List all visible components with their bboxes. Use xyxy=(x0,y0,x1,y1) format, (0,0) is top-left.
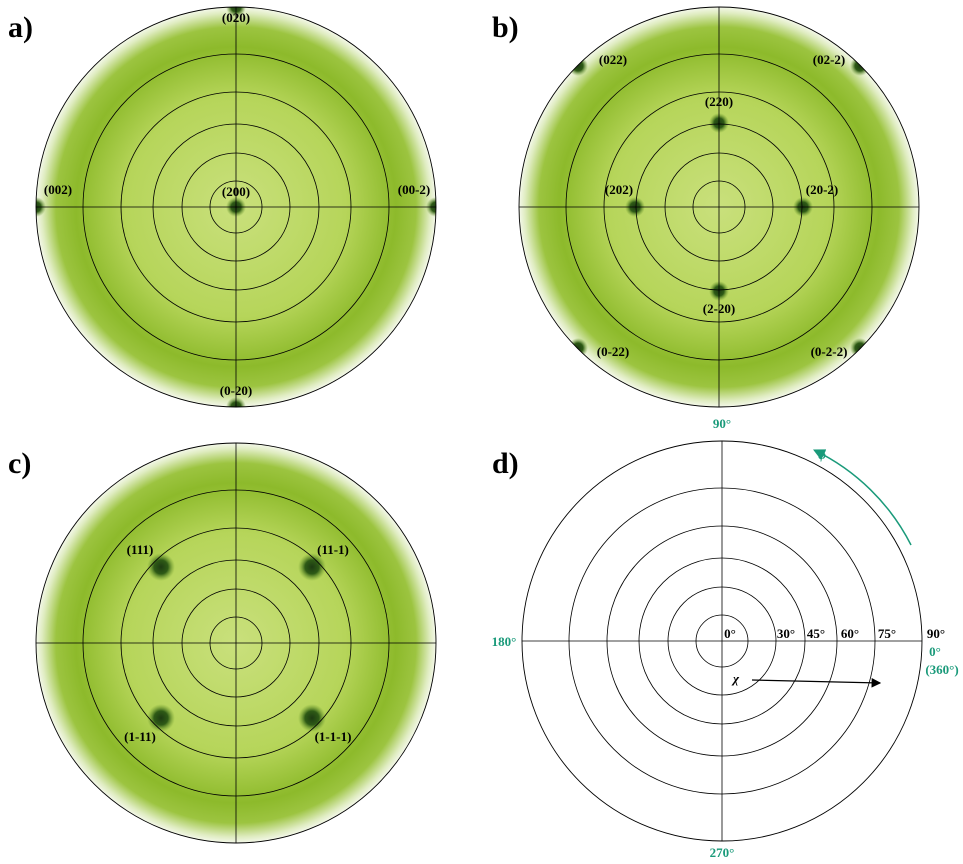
phi-label: 270° xyxy=(710,845,735,860)
peak-label: (00-2) xyxy=(398,182,431,197)
peak-label: (2-20) xyxy=(703,301,736,316)
phi-label: 180° xyxy=(492,634,517,649)
peak-label: (1-11) xyxy=(124,729,156,744)
pole-figure: c) (111) (11-1) (1-11) (1-1-1) xyxy=(8,442,437,844)
pole-spot xyxy=(226,397,246,407)
pole-spot xyxy=(426,197,436,217)
chi-label: 30° xyxy=(777,626,795,641)
peak-label: (0-20) xyxy=(220,383,253,398)
pole-spot xyxy=(36,197,46,217)
peak-label: (202) xyxy=(605,182,633,197)
peak-label: (111) xyxy=(127,542,154,557)
chi-label: 60° xyxy=(841,626,859,641)
chi-label: 75° xyxy=(878,626,896,641)
panel-label: b) xyxy=(492,11,519,44)
peak-label: (0-2-2) xyxy=(811,344,848,359)
peak-label: (002) xyxy=(44,182,72,197)
pole-spot xyxy=(298,704,326,732)
peak-label: (02-2) xyxy=(813,52,846,67)
phi-label: (360°) xyxy=(925,662,958,677)
phi-label: 0° xyxy=(929,644,941,659)
chi-label: 90° xyxy=(927,626,945,641)
peak-label: (11-1) xyxy=(317,542,349,557)
peak-label: (020) xyxy=(222,10,250,25)
pole-figure: a) (200) (020) (002) (00-2) (0-20) xyxy=(8,6,437,408)
pole-spot xyxy=(147,704,175,732)
phi-label: 90° xyxy=(713,416,731,431)
pole-figure: b) (220) (202) (20-2) (2-20) (022) (02-2) (0-22… xyxy=(492,6,920,408)
peak-label: (20-2) xyxy=(806,182,839,197)
chi-label: 45° xyxy=(807,626,825,641)
chi-label: 0° xyxy=(724,626,736,641)
peak-label: (200) xyxy=(222,184,250,199)
peak-label: (0-22) xyxy=(597,344,630,359)
panel-label: a) xyxy=(8,11,33,44)
pole-spot xyxy=(298,553,326,581)
pole-spot xyxy=(226,7,246,17)
panel-label: d) xyxy=(492,447,519,480)
phi-arrow xyxy=(813,449,912,546)
pole-figure: d)0° 30° 45° 60° 75° 90°90°180°0°(360°)270°φχ xyxy=(492,416,959,860)
pole-spot xyxy=(147,553,175,581)
peak-label: (022) xyxy=(599,52,627,67)
peak-label: (220) xyxy=(705,94,733,109)
peak-label: (1-1-1) xyxy=(315,729,352,744)
chi-arrow xyxy=(751,678,882,688)
spots xyxy=(147,553,326,732)
chi-symbol: χ xyxy=(731,671,740,686)
spots xyxy=(36,7,436,407)
panel-label: c) xyxy=(8,447,31,480)
